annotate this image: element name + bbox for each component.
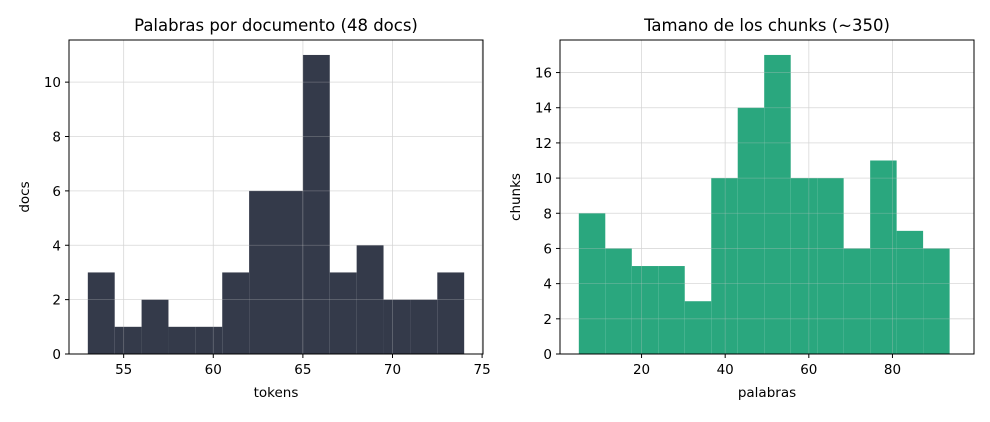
histogram-bar	[437, 272, 465, 354]
histogram-bar	[249, 190, 276, 354]
histogram-bar	[195, 326, 223, 354]
y-axis-label: chunks	[508, 173, 524, 221]
y-tick-label: 6	[543, 241, 552, 257]
y-tick-label: 10	[44, 75, 61, 91]
histogram-bar	[631, 266, 659, 354]
histogram-bar	[737, 107, 765, 354]
histogram-bar	[684, 301, 712, 354]
y-tick-label: 2	[52, 293, 61, 309]
chart-title: Palabras por documento (48 docs)	[134, 16, 418, 35]
histogram-bar	[329, 272, 357, 354]
histogram-bar	[87, 272, 115, 354]
histogram-bar	[222, 272, 250, 354]
y-tick-label: 2	[543, 312, 552, 328]
y-tick-label: 10	[535, 171, 552, 187]
histogram-bar	[923, 248, 950, 354]
y-tick-label: 0	[543, 347, 552, 363]
histogram-bar	[276, 190, 303, 354]
y-tick-label: 16	[535, 66, 552, 82]
histogram-bar	[383, 299, 411, 354]
histogram-bar	[605, 248, 632, 354]
histogram-bar	[658, 266, 685, 354]
histogram-bar	[114, 326, 142, 354]
y-tick-label: 6	[52, 184, 61, 200]
histogram-bar	[711, 178, 738, 354]
histogram-bar	[168, 326, 196, 354]
histogram-bar	[817, 178, 844, 354]
axes-frame	[68, 39, 484, 355]
y-tick-label: 8	[52, 130, 61, 146]
histogram-bar	[843, 248, 871, 354]
x-tick-label: 65	[294, 362, 311, 378]
x-axis-label: tokens	[254, 385, 299, 401]
y-axis-label: docs	[17, 181, 33, 212]
histogram-chunk-size: 20 40 60 80 0 2 4 6 8 10 12 14 16 Tamano de los chunk…	[508, 16, 975, 401]
y-tick-label: 8	[543, 206, 552, 222]
histogram-words-per-document: 55 60 65 70 75 0 2 4 6 8 10 Palabras por documento …	[17, 16, 491, 401]
histogram-bar	[870, 160, 897, 354]
x-tick-label: 40	[717, 362, 734, 378]
chart-title: Tamano de los chunks (~350)	[643, 16, 890, 35]
y-tick-label: 14	[535, 101, 552, 117]
y-tick-label: 4	[52, 238, 61, 254]
y-tick-label: 4	[543, 277, 552, 293]
histogram-bar	[141, 299, 169, 354]
x-axis-label: palabras	[738, 385, 796, 401]
axes-frame	[559, 39, 975, 355]
histogram-bar	[764, 54, 791, 354]
y-tick-label: 12	[535, 136, 552, 152]
x-tick-label: 60	[800, 362, 817, 378]
histogram-bar	[790, 178, 818, 354]
histogram-bar	[896, 230, 924, 354]
histogram-bar	[410, 299, 438, 354]
x-tick-label: 75	[474, 362, 491, 378]
y-tick-label: 0	[52, 347, 61, 363]
x-tick-label: 20	[633, 362, 650, 378]
x-tick-label: 80	[884, 362, 901, 378]
histogram-bar	[578, 213, 606, 354]
x-tick-label: 55	[115, 362, 132, 378]
histogram-bar	[356, 245, 384, 354]
x-tick-label: 60	[205, 362, 222, 378]
x-tick-label: 70	[384, 362, 401, 378]
histogram-bar	[302, 54, 330, 354]
